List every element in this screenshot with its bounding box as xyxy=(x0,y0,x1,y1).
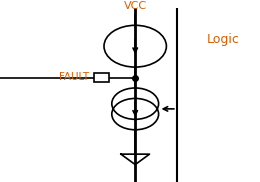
Text: VCC: VCC xyxy=(124,1,147,11)
Text: FAULT: FAULT xyxy=(59,72,89,82)
Bar xyxy=(94,73,109,82)
Text: Logic: Logic xyxy=(207,33,240,46)
Bar xyxy=(177,0,260,182)
